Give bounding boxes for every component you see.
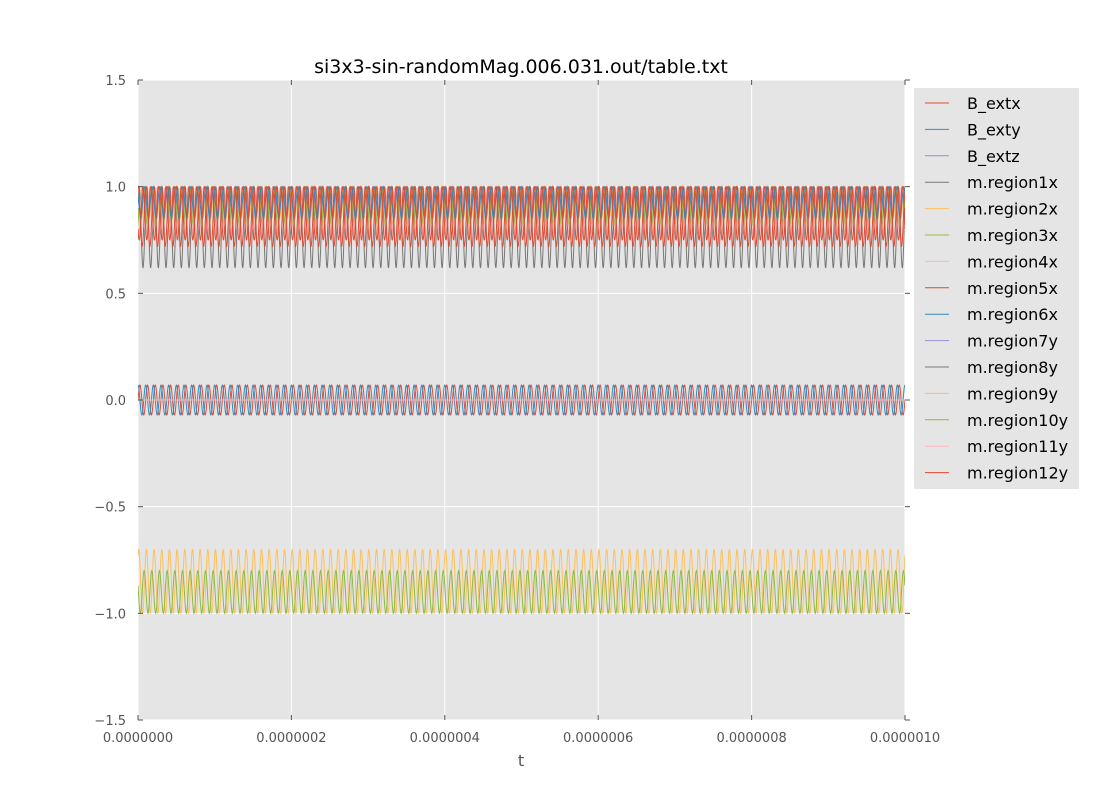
y-tick-label: 0.5 [105,287,126,302]
x-tick-label: 0.0000010 [870,731,940,746]
y-tick-label: 1.5 [105,74,126,89]
y-tick-label: 0.0 [105,394,126,409]
legend-label: m.region6x [967,305,1058,324]
legend-label: m.region3x [967,226,1058,245]
x-tick-label: 0.0000002 [256,731,326,746]
legend: B_extx B_exty B_extz m.region1x m.region2x m.… [914,88,1079,489]
chart-title: si3x3-sin-randomMag.006.031.out/table.tx… [314,56,728,78]
legend-label: m.region11y [967,437,1068,456]
series-line-m-region12y [138,186,905,241]
legend-label: m.region4x [967,252,1058,271]
axis-ticks: 0.0000000 0.0000002 0.0000004 0.0000006 0.00… [94,74,940,746]
legend-label: m.region5x [967,279,1058,298]
y-tick-label: −0.5 [94,501,126,516]
legend-label: B_extz [967,147,1020,167]
legend-label: B_extx [967,94,1021,114]
x-tick-label: 0.0000004 [410,731,480,746]
y-tick-label: 1.0 [105,181,126,196]
legend-label: m.region9y [967,384,1058,403]
legend-label: m.region2x [967,200,1058,219]
series-line-m-region9y [138,548,905,615]
legend-label: m.region10y [967,411,1068,430]
legend-label: m.region12y [967,464,1068,483]
x-tick-label: 0.0000006 [563,731,633,746]
y-tick-label: −1.0 [94,607,126,622]
series-line-b-exty [138,384,905,416]
x-tick-label: 0.0000008 [716,731,786,746]
legend-label: B_exty [967,120,1021,140]
legend-box [914,88,1079,489]
x-tick-label: 0.0000000 [103,731,173,746]
x-axis-label: t [518,751,524,770]
legend-label: m.region1x [967,173,1058,192]
y-tick-label: −1.5 [94,714,126,729]
series-layer [138,185,905,615]
legend-label: m.region7y [967,332,1058,351]
legend-label: m.region8y [967,358,1058,377]
series-line-m-region10y [138,569,905,615]
